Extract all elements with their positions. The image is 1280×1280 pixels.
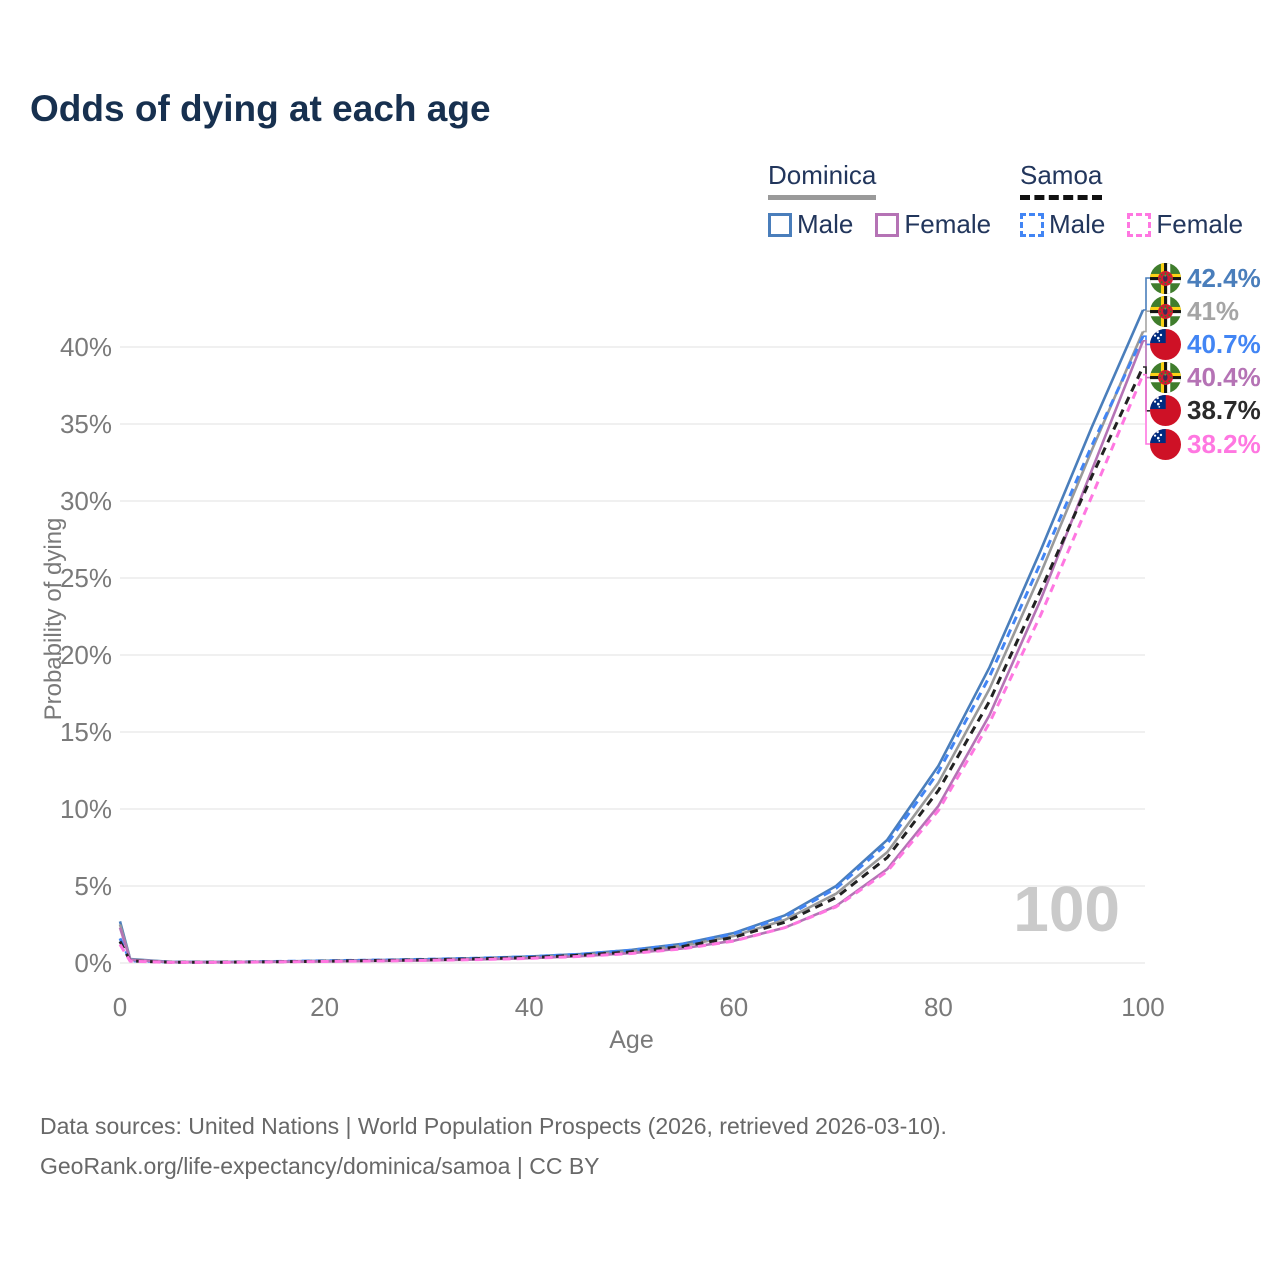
y-tick-label: 5% (74, 871, 112, 901)
end-label-value: 38.7% (1187, 395, 1261, 426)
series-line-samoa-female[interactable] (118, 374, 1145, 964)
samoa-flag-icon (1150, 395, 1181, 427)
x-tick-label: 0 (113, 992, 127, 1022)
end-label-dominica-female: 40.4% (1150, 362, 1261, 394)
footer: Data sources: United Nations | World Pop… (40, 1106, 947, 1186)
series-line-samoa-male[interactable] (118, 335, 1145, 964)
end-label-samoa: 38.7% (1150, 395, 1261, 427)
end-label-value: 41% (1187, 295, 1240, 326)
hover-age-watermark: 100 (1013, 873, 1120, 945)
end-label-samoa-female: 38.2% (1150, 428, 1261, 460)
y-tick-label: 35% (60, 409, 112, 439)
samoa-female-swatch-icon (1127, 212, 1152, 237)
legend-item-dominica-female[interactable]: Female (875, 209, 991, 240)
legend-item-samoa-male[interactable]: Male (1020, 209, 1105, 240)
footer-sources: Data sources: United Nations | World Pop… (40, 1113, 947, 1139)
legend-item-samoa-female[interactable]: Female (1127, 209, 1243, 240)
x-axis-title: Age (609, 1026, 654, 1054)
y-axis-title: Probability of dying (40, 517, 67, 721)
legend-header-samoa: Samoa (1020, 160, 1103, 200)
y-tick-label: 20% (60, 640, 112, 670)
dominica-flag-icon (1150, 262, 1181, 294)
series-line-dominica[interactable] (118, 331, 1145, 964)
dominica-female-swatch-icon (875, 212, 900, 237)
x-tick-label: 80 (924, 992, 953, 1022)
end-label-value: 40.7% (1187, 328, 1261, 359)
end-label-dominica: 41% (1150, 295, 1239, 327)
x-tick-label: 100 (1121, 992, 1164, 1022)
dominica-flag-icon (1150, 295, 1181, 327)
legend-label: Male (797, 209, 854, 239)
end-label-value: 42.4% (1187, 262, 1261, 293)
x-tick-label: 60 (719, 992, 748, 1022)
page-title: Odds of dying at each age (30, 88, 491, 129)
legend-label: Female (904, 209, 992, 239)
dominica-flag-icon (1150, 362, 1181, 394)
series-line-dominica-female[interactable] (118, 340, 1145, 964)
x-tick-label: 40 (515, 992, 544, 1022)
series-line-dominica-male[interactable] (118, 309, 1145, 964)
samoa-flag-icon (1150, 428, 1181, 460)
end-label-value: 40.4% (1187, 362, 1261, 393)
dominica-male-swatch-icon (768, 212, 792, 237)
legend-header-dominica: Dominica (768, 160, 877, 200)
leader-line (1143, 277, 1150, 311)
legend-item-dominica-male[interactable]: Male (768, 209, 853, 240)
x-tick-label: 20 (310, 992, 339, 1022)
leader-line (1143, 310, 1150, 333)
samoa-male-swatch-icon (1020, 212, 1044, 237)
end-label-dominica-male: 42.4% (1150, 262, 1261, 294)
legend-label: Female (1156, 209, 1244, 239)
footer-attribution: GeoRank.org/life-expectancy/dominica/sam… (40, 1153, 600, 1179)
samoa-flag-icon (1150, 328, 1181, 360)
end-label-value: 38.2% (1187, 428, 1261, 459)
y-tick-label: 0% (74, 948, 112, 978)
y-tick-label: 15% (60, 717, 112, 747)
y-tick-label: 25% (60, 563, 112, 593)
y-tick-label: 40% (60, 332, 112, 362)
y-tick-label: 10% (60, 794, 112, 824)
end-label-samoa-male: 40.7% (1150, 328, 1261, 360)
legend-group-samoa: Samoa Male Female (1020, 160, 1243, 240)
leader-line (1143, 373, 1150, 445)
legend-label: Male (1049, 209, 1106, 239)
leader-line (1143, 340, 1150, 379)
y-tick-label: 30% (60, 486, 112, 516)
legend-group-dominica: Dominica Male Female (768, 160, 991, 240)
